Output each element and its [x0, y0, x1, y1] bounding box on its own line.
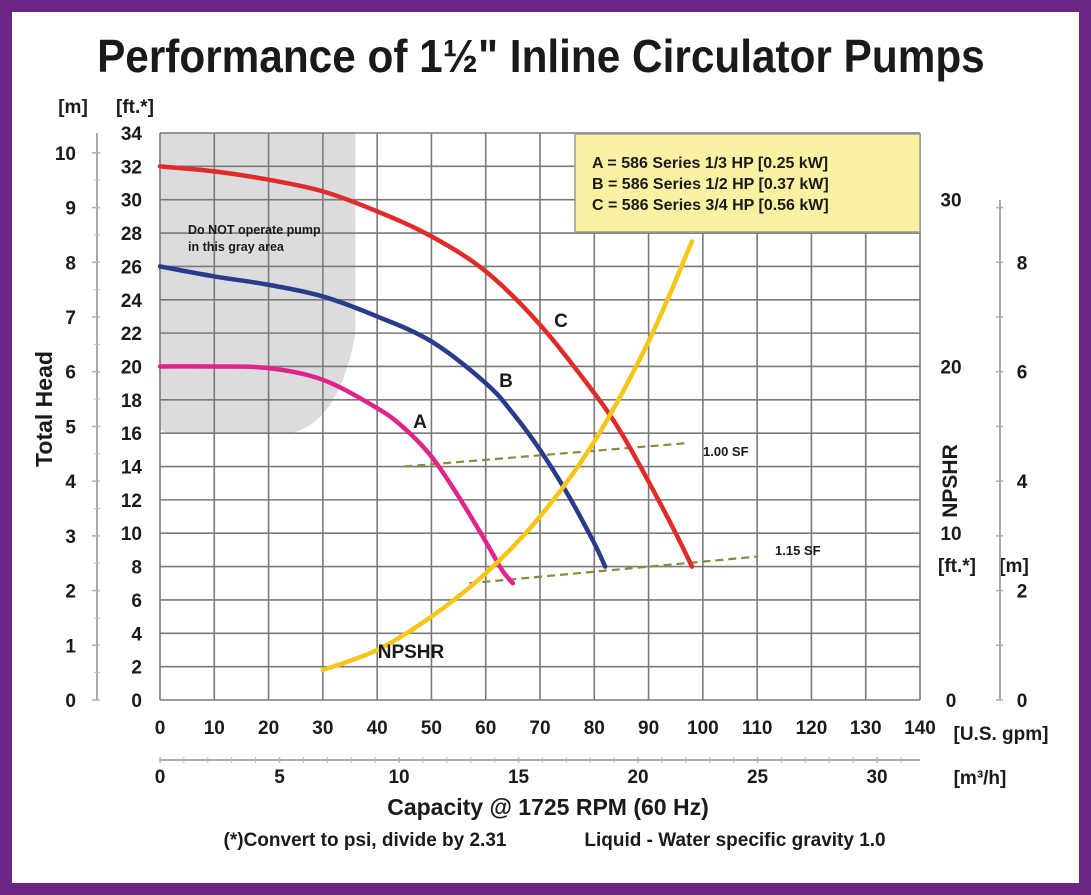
x2-tick-label: 20: [627, 767, 648, 788]
series-label-b: B: [499, 371, 513, 392]
legend-entry: A = 586 Series 1/3 HP [0.25 kW]: [592, 155, 828, 172]
gray-area-note: in this gray area: [188, 240, 285, 254]
y-ft-tick-label: 32: [121, 157, 142, 178]
y-unit-ft: [ft.*]: [116, 97, 154, 118]
x-tick-label: 80: [584, 718, 605, 739]
sf-line: [469, 555, 758, 585]
y-m-tick-label: 9: [65, 199, 76, 220]
x-tick-label: 20: [258, 718, 279, 739]
y-ft-tick-label: 18: [121, 391, 142, 412]
y-ft-tick-label: 12: [121, 491, 142, 512]
npshr-m-tick-label: 8: [1017, 253, 1028, 274]
x-tick-label: 30: [312, 718, 333, 739]
y-ft-tick-label: 6: [131, 591, 142, 612]
y-ft-tick-label: 8: [131, 558, 142, 579]
y-m-tick-label: 5: [65, 417, 76, 438]
x-tick-label: 0: [155, 718, 166, 739]
series-line-a: [157, 364, 516, 586]
npshr-ft-tick-label: 30: [940, 191, 961, 212]
x-tick-label: 120: [796, 718, 828, 739]
x-tick-label: 40: [367, 718, 388, 739]
y-ft-tick-label: 14: [121, 458, 143, 479]
sf-line-label: 1.00 SF: [703, 444, 749, 459]
x2-tick-label: 30: [866, 767, 887, 788]
x-axis-label: Capacity @ 1725 RPM (60 Hz): [387, 794, 709, 820]
npshr-m-tick-label: 4: [1017, 472, 1028, 493]
legend-entry: B = 586 Series 1/2 HP [0.37 kW]: [592, 176, 829, 193]
x-tick-label: 50: [421, 718, 442, 739]
x-tick-label: 10: [204, 718, 225, 739]
y-m-tick-label: 10: [55, 144, 76, 165]
npshr-axis-label: NPSHR: [939, 444, 962, 518]
chart-title: Performance of 1½" Inline Circulator Pum…: [97, 31, 985, 82]
y-m-tick-label: 2: [65, 582, 76, 603]
npshr-unit-m: [m]: [999, 556, 1029, 577]
y-ft-tick-label: 0: [131, 691, 142, 712]
chart-panel: Performance of 1½" Inline Circulator Pum…: [12, 12, 1079, 883]
y-ft-tick-label: 16: [121, 424, 142, 445]
series-label-c: C: [554, 311, 568, 332]
x-tick-label: 130: [850, 718, 882, 739]
y-ft-tick-label: 24: [121, 291, 143, 312]
y-axis-label: Total Head: [31, 351, 57, 467]
y-m-tick-label: 8: [65, 253, 76, 274]
npshr-ft-tick-label: 0: [946, 691, 957, 712]
y-ft-tick-label: 10: [121, 524, 142, 545]
sf-line-label: 1.15 SF: [775, 543, 821, 558]
y-m-tick-label: 4: [65, 472, 76, 493]
legend-entry: C = 586 Series 3/4 HP [0.56 kW]: [592, 197, 829, 214]
x-tick-label: 60: [475, 718, 496, 739]
x-tick-label: 70: [529, 718, 550, 739]
npshr-unit-ft: [ft.*]: [938, 556, 976, 577]
y-ft-tick-label: 30: [121, 191, 142, 212]
chart-svg: Performance of 1½" Inline Circulator Pum…: [31, 31, 1049, 851]
x-tick-label: 100: [687, 718, 719, 739]
x2-tick-label: 5: [274, 767, 285, 788]
series-line-npshr: [320, 239, 695, 673]
sf-line: [404, 442, 687, 468]
y-ft-tick-label: 2: [131, 658, 142, 679]
x-tick-label: 140: [904, 718, 936, 739]
x-unit-gpm: [U.S. gpm]: [954, 724, 1049, 745]
y-m-tick-label: 1: [65, 636, 76, 657]
y-m-tick-label: 3: [65, 527, 76, 548]
legend-box: [574, 133, 921, 233]
x2-tick-label: 15: [508, 767, 530, 788]
x2-tick-label: 0: [155, 767, 166, 788]
y-m-tick-label: 0: [65, 691, 76, 712]
npshr-ft-tick-label: 10: [940, 524, 961, 545]
x-tick-label: 110: [742, 718, 773, 739]
y-ft-tick-label: 22: [121, 324, 142, 345]
x-unit-m3h: [m³/h]: [954, 768, 1007, 789]
npshr-m-tick-label: 2: [1017, 582, 1028, 603]
y-m-tick-label: 7: [65, 308, 76, 329]
gray-area-note: Do NOT operate pump: [188, 223, 321, 237]
y-ft-tick-label: 28: [121, 224, 142, 245]
y-ft-tick-label: 20: [121, 357, 142, 378]
footnote-left: (*)Convert to psi, divide by 2.31: [224, 830, 507, 851]
npshr-ft-tick-label: 20: [940, 357, 961, 378]
series-label-a: A: [413, 412, 427, 433]
npshr-m-tick-label: 0: [1017, 691, 1028, 712]
y-m-tick-label: 6: [65, 363, 76, 384]
series-label-npshr: NPSHR: [378, 642, 445, 663]
series-line-c: [157, 164, 695, 569]
x2-tick-label: 25: [747, 767, 769, 788]
x-tick-label: 90: [638, 718, 659, 739]
footnote-right: Liquid - Water specific gravity 1.0: [584, 830, 885, 851]
series-line-b: [157, 264, 608, 569]
y-ft-tick-label: 4: [131, 624, 142, 645]
x2-tick-label: 10: [388, 767, 409, 788]
y-unit-m: [m]: [58, 97, 88, 118]
y-ft-tick-label: 34: [121, 124, 143, 145]
y-ft-tick-label: 26: [121, 257, 142, 278]
npshr-m-tick-label: 6: [1017, 363, 1028, 384]
